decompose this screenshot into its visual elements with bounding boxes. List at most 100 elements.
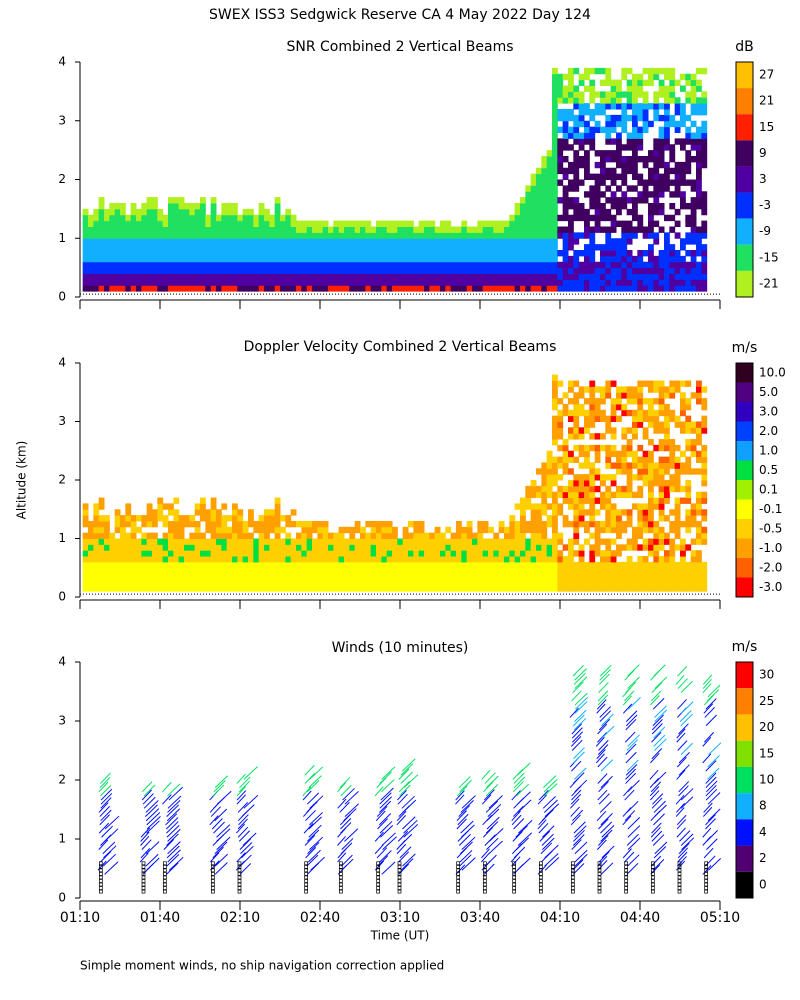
field-cell (552, 491, 558, 499)
field-cell (648, 250, 654, 257)
field-cell (189, 579, 196, 586)
field-cell (680, 267, 686, 274)
field-cell (253, 238, 260, 245)
field-cell (274, 203, 281, 210)
calm-marker (98, 886, 103, 890)
field-cell (653, 285, 660, 292)
field-cell (674, 279, 681, 286)
field-cell (232, 203, 238, 210)
field-cell (397, 232, 404, 239)
field-cell (696, 520, 702, 528)
field-cell (349, 285, 356, 292)
field-cell (424, 255, 430, 263)
wind-barb (677, 699, 687, 710)
field-cell (616, 261, 622, 269)
field-cell (461, 226, 468, 233)
field-cell (648, 421, 654, 428)
field-cell (98, 573, 105, 580)
field-cell (194, 585, 201, 592)
field-cell (632, 532, 638, 539)
field-cell (509, 544, 516, 551)
field-cell (392, 238, 398, 245)
field-cell (445, 250, 452, 257)
field-cell (642, 185, 649, 192)
field-cell (600, 550, 606, 557)
calm-marker (210, 864, 215, 869)
field-cell (488, 561, 494, 569)
field-cell (141, 203, 148, 210)
wind-barb (100, 797, 112, 809)
field-cell (530, 267, 537, 274)
field-cell (104, 532, 110, 539)
field-cell (269, 244, 276, 251)
wind-barb (543, 799, 558, 813)
field-cell (408, 220, 414, 227)
field-cell (98, 214, 105, 222)
field-cell (658, 497, 665, 504)
field-cell (626, 567, 633, 575)
field-cell (573, 179, 580, 186)
field-cell (701, 191, 708, 198)
field-cell (450, 267, 457, 274)
field-cell (178, 538, 185, 545)
field-cell (664, 103, 670, 110)
field-cell (669, 91, 676, 98)
field-cell (285, 561, 292, 569)
field-cell (514, 203, 521, 210)
field-cell (344, 261, 350, 269)
field-cell (610, 167, 617, 175)
wind-barb (104, 861, 119, 875)
field-cell (552, 250, 558, 257)
field-cell (456, 285, 462, 292)
field-cell (589, 203, 596, 210)
wind-barb (382, 836, 397, 850)
field-cell (621, 462, 628, 469)
colorbar-band (736, 519, 753, 539)
field-cell (130, 285, 137, 292)
field-cell (280, 585, 286, 592)
field-cell (648, 509, 654, 516)
field-cell (424, 532, 430, 539)
field-cell (498, 550, 505, 557)
field-cell (605, 79, 612, 86)
field-cell (109, 550, 116, 557)
field-cell (434, 285, 441, 292)
wind-barb (481, 769, 491, 780)
field-cell (626, 509, 633, 516)
field-cell (477, 267, 484, 274)
wind-barb (166, 833, 179, 846)
field-cell (408, 579, 414, 586)
field-cell (562, 167, 569, 175)
field-cell (621, 273, 628, 280)
calm-marker (482, 875, 487, 880)
field-cell (600, 214, 606, 222)
field-cell (637, 273, 644, 280)
calm-marker (538, 882, 543, 887)
field-cell (392, 573, 398, 580)
field (80, 374, 720, 595)
field-cell (306, 226, 313, 233)
field-cell (178, 250, 185, 257)
field-cell (317, 550, 324, 557)
field-cell (242, 255, 249, 263)
field-cell (552, 214, 558, 222)
field-cell (232, 509, 238, 516)
field-cell (557, 561, 564, 569)
field-cell (669, 585, 676, 592)
field-cell (669, 567, 676, 575)
field-cell (136, 250, 142, 257)
field-cell (658, 556, 665, 563)
field-cell (509, 267, 516, 274)
field-cell (536, 567, 542, 575)
field-cell (280, 544, 286, 551)
field-cell (242, 544, 249, 551)
wind-barb (337, 782, 347, 793)
field-cell (600, 109, 606, 116)
field-cell (472, 279, 478, 286)
field-cell (397, 561, 404, 569)
field-cell (562, 585, 569, 592)
field-cell (701, 144, 708, 151)
field-cell (152, 226, 158, 233)
calm-marker (456, 886, 461, 890)
field-cell (525, 279, 532, 286)
